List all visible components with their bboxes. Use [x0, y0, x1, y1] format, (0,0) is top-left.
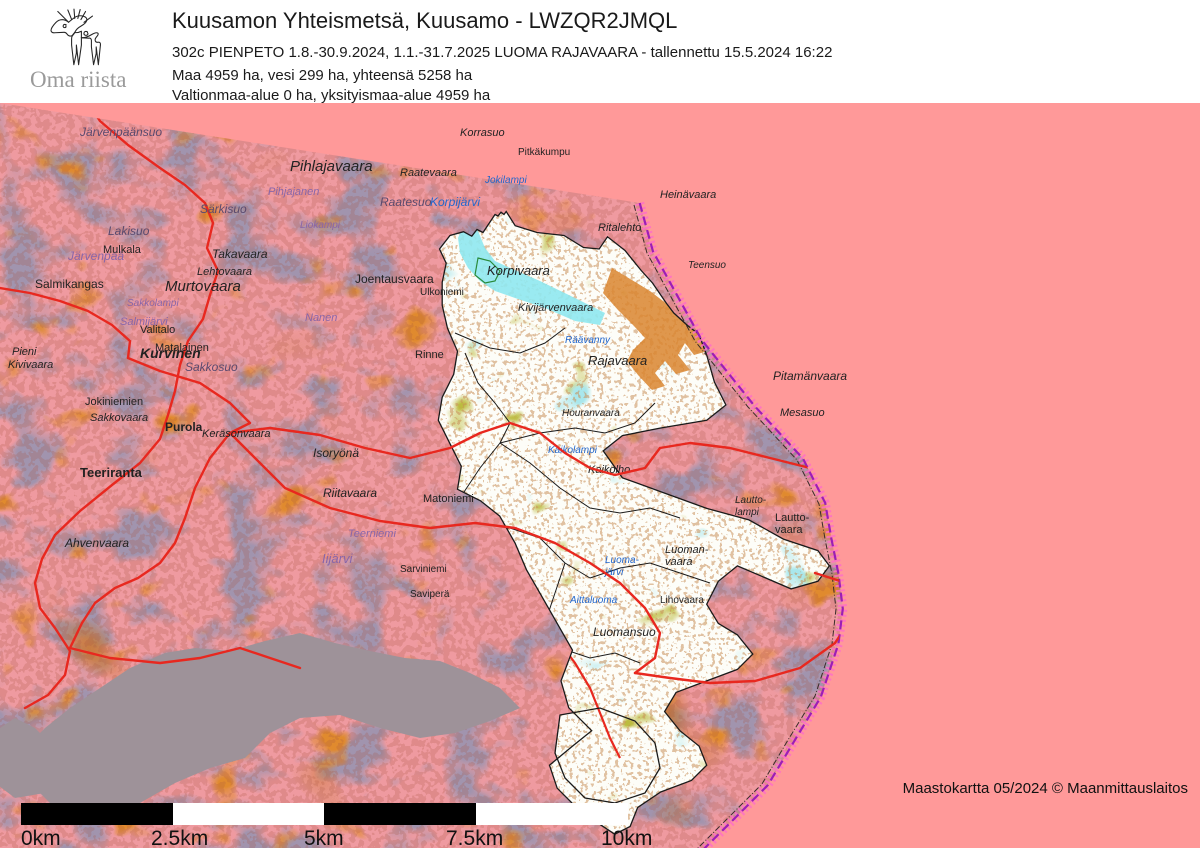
svg-text:Mesasuo: Mesasuo — [780, 407, 825, 419]
svg-text:Mulkala: Mulkala — [103, 244, 142, 256]
svg-text:Joentausvaara: Joentausvaara — [355, 272, 434, 286]
svg-text:Räävanny: Räävanny — [565, 335, 611, 346]
svg-text:Sakkovaara: Sakkovaara — [90, 412, 148, 424]
svg-text:Korpijärvi: Korpijärvi — [430, 195, 480, 209]
svg-text:Riitavaara: Riitavaara — [323, 486, 377, 500]
svg-text:Sakkosuo: Sakkosuo — [185, 360, 238, 374]
svg-text:Raatesuo: Raatesuo — [380, 195, 432, 209]
svg-text:Salmikangas: Salmikangas — [35, 277, 104, 291]
svg-text:Pieni: Pieni — [12, 346, 37, 358]
svg-text:Ahvenvaara: Ahvenvaara — [64, 536, 129, 550]
svg-text:Pihlajavaara: Pihlajavaara — [290, 158, 373, 175]
svg-text:Heinävaara: Heinävaara — [660, 189, 716, 201]
svg-text:Jokiniemien: Jokiniemien — [85, 396, 143, 408]
svg-text:vaara: vaara — [665, 556, 693, 568]
svg-text:Lautto-: Lautto- — [735, 495, 767, 506]
svg-text:Houranvaara: Houranvaara — [562, 408, 620, 419]
svg-text:Lehtovaara: Lehtovaara — [197, 266, 252, 278]
svg-text:Liokampi: Liokampi — [300, 220, 341, 231]
svg-text:Lakisuo: Lakisuo — [108, 224, 150, 238]
svg-text:Ulkoniemi: Ulkoniemi — [420, 287, 464, 298]
svg-text:Teerniemi: Teerniemi — [348, 528, 396, 540]
svg-text:Rajavaara: Rajavaara — [588, 353, 647, 368]
svg-text:Särkisuo: Särkisuo — [200, 202, 247, 216]
svg-text:Purola: Purola — [165, 420, 203, 434]
svg-text:Aittaluoma: Aittaluoma — [569, 595, 618, 606]
svg-text:Nanen: Nanen — [305, 312, 337, 324]
svg-text:Rinne: Rinne — [415, 349, 444, 361]
svg-text:Järvenpäänsuo: Järvenpäänsuo — [79, 125, 162, 139]
svg-text:Pihjajanen: Pihjajanen — [268, 186, 319, 198]
svg-text:vaara: vaara — [775, 524, 803, 536]
svg-text:Murtovaara: Murtovaara — [165, 278, 241, 295]
svg-text:Lihovaara: Lihovaara — [660, 595, 704, 606]
svg-text:Luoma-: Luoma- — [605, 555, 640, 566]
svg-text:Iijärvi: Iijärvi — [322, 551, 353, 566]
svg-text:Pitamänvaara: Pitamänvaara — [773, 369, 847, 383]
svg-text:Matalainen: Matalainen — [155, 342, 209, 354]
svg-text:Takavaara: Takavaara — [212, 247, 268, 261]
svg-text:Kivivaara: Kivivaara — [8, 359, 53, 371]
svg-text:Sarviniemi: Sarviniemi — [400, 564, 447, 575]
svg-text:Korrasuo: Korrasuo — [460, 127, 505, 139]
svg-text:Lautto-: Lautto- — [775, 512, 810, 524]
svg-text:Luomansuo: Luomansuo — [593, 625, 656, 639]
svg-text:Valitalo: Valitalo — [140, 324, 175, 336]
svg-text:Keräsonvaara: Keräsonvaara — [202, 428, 271, 440]
svg-text:Sakkolampi: Sakkolampi — [127, 298, 179, 309]
svg-text:Jokilampi: Jokilampi — [484, 175, 527, 186]
svg-text:Teensuo: Teensuo — [688, 260, 726, 271]
svg-text:Luoman-: Luoman- — [665, 544, 709, 556]
svg-text:Raatevaara: Raatevaara — [400, 167, 457, 179]
svg-text:Korpivaara: Korpivaara — [487, 263, 550, 278]
svg-text:Saviperä: Saviperä — [410, 589, 450, 600]
svg-text:Matoniemi: Matoniemi — [423, 493, 474, 505]
svg-text:Kivijärvenvaara: Kivijärvenvaara — [518, 302, 593, 314]
svg-text:Pitkäkumpu: Pitkäkumpu — [518, 147, 570, 158]
svg-text:lampi: lampi — [735, 507, 760, 518]
svg-text:Isoryönä: Isoryönä — [313, 446, 359, 460]
svg-text:Teeriranta: Teeriranta — [80, 465, 143, 480]
svg-text:Ritalehto: Ritalehto — [598, 222, 641, 234]
